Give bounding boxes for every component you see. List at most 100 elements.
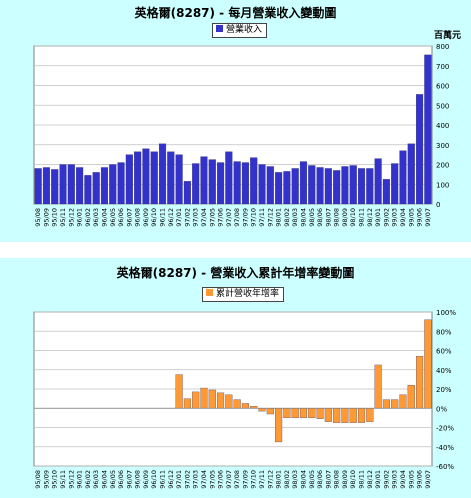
x-tick-label: 97/03 [192, 470, 200, 489]
y-tick-label: 700 [436, 63, 449, 71]
bar [200, 156, 208, 205]
bar [374, 364, 382, 409]
y-tick-label: 600 [436, 83, 449, 91]
bar [283, 408, 291, 419]
x-tick-label: 98/05 [308, 208, 316, 227]
x-tick-label: 97/11 [258, 470, 266, 489]
x-tick-label: 97/10 [250, 208, 258, 227]
bar [391, 163, 399, 205]
y-tick-label: 400 [436, 122, 449, 130]
bar [291, 408, 299, 419]
x-tick-label: 96/08 [134, 470, 142, 489]
bar [341, 408, 349, 423]
bar [241, 403, 249, 409]
x-tick-label: 98/01 [275, 208, 283, 227]
bar [183, 181, 191, 205]
x-tick-label: 97/06 [217, 208, 225, 227]
y-tick-label: 200 [436, 162, 449, 170]
x-tick-label: 99/03 [391, 208, 399, 227]
unit-label: 百萬元 [434, 31, 462, 41]
x-tick-label: 96/05 [109, 470, 117, 489]
x-tick-label: 95/10 [51, 208, 59, 227]
x-tick-label: 97/12 [266, 470, 274, 489]
bar [225, 394, 233, 409]
bar [341, 166, 349, 205]
x-tick-label: 99/03 [391, 470, 399, 489]
x-tick-label: 97/01 [175, 470, 183, 489]
y-tick-label: -60% [436, 463, 454, 471]
x-tick-label: 97/05 [208, 470, 216, 489]
bar [424, 319, 432, 409]
y-tick-label: 20% [436, 386, 452, 394]
chart-title: 英格爾(8287) - 每月營業收入變動圖 [134, 6, 337, 20]
growth-bar-chart: -60% -40% -20% 0% 20% 40% 60% 80% 100% 95/08 95/09… [33, 309, 456, 489]
bar [233, 399, 241, 409]
bar [399, 150, 407, 205]
x-tick-label: 98/01 [275, 470, 283, 489]
legend-label: 累計營收年增率 [216, 289, 280, 299]
x-tick-label: 99/01 [374, 470, 382, 489]
bar [291, 168, 299, 205]
x-tick-label: 97/01 [175, 208, 183, 227]
x-tick-label: 96/06 [117, 470, 125, 489]
growth-chart-panel: 英格爾(8287) - 營業收入累計年增率變動圖 累計營收年增率 -60% -40… [0, 258, 471, 498]
bar [266, 408, 274, 415]
x-tick-label: 96/05 [109, 208, 117, 227]
bar [333, 408, 341, 423]
bar [366, 408, 374, 422]
bar [109, 164, 117, 205]
bar [266, 166, 274, 205]
bar [416, 94, 424, 205]
bar [407, 385, 415, 409]
x-tick-label: 99/04 [399, 470, 407, 489]
bar [424, 54, 432, 205]
legend: 營業收入 [212, 23, 268, 38]
x-tick-label: 95/09 [42, 208, 50, 227]
x-tick-label: 97/05 [208, 208, 216, 227]
bar [250, 157, 258, 205]
x-tick-label: 97/08 [233, 470, 241, 489]
bar [142, 148, 150, 205]
bar [175, 374, 183, 409]
bar [308, 165, 316, 205]
y-tick-label: 60% [436, 348, 452, 356]
bar [34, 168, 42, 205]
x-tick-label: 96/07 [125, 208, 133, 227]
bar [150, 151, 158, 205]
x-tick-label: 97/08 [233, 208, 241, 227]
x-tick-label: 98/03 [291, 470, 299, 489]
bar [42, 167, 50, 205]
x-tick-label: 95/11 [59, 470, 67, 489]
y-tick-label: 100% [436, 309, 456, 317]
x-tick-label: 95/10 [51, 470, 59, 489]
x-tick-label: 95/12 [67, 208, 75, 227]
x-tick-label: 99/05 [407, 208, 415, 227]
x-tick-label: 97/09 [241, 470, 249, 489]
y-tick-label: 100 [436, 181, 449, 189]
bar [374, 158, 382, 205]
x-tick-label: 96/06 [117, 208, 125, 227]
legend: 累計營收年增率 [202, 287, 285, 302]
x-tick-label: 98/05 [308, 470, 316, 489]
revenue-chart-panel: 英格爾(8287) - 每月營業收入變動圖 營業收入 百萬元 0 100 200 30… [0, 0, 471, 242]
x-tick-label: 99/02 [382, 208, 390, 227]
x-tick-label: 98/10 [349, 470, 357, 489]
x-tick-label: 95/11 [59, 208, 67, 227]
x-tick-label: 97/09 [241, 208, 249, 227]
bar [167, 151, 175, 205]
y-tick-label: 800 [436, 43, 449, 51]
x-tick-label: 97/04 [200, 208, 208, 227]
y-tick-label: 500 [436, 102, 449, 110]
revenue-bar-chart: 0 100 200 300 400 500 600 700 800 95/08 95/09 95/10… [33, 43, 449, 227]
x-tick-label: 97/04 [200, 470, 208, 489]
x-tick-label: 96/07 [125, 470, 133, 489]
x-tick-label: 99/07 [424, 208, 432, 227]
x-tick-label: 98/06 [316, 470, 324, 489]
x-tick-label: 98/07 [324, 470, 332, 489]
x-tick-label: 97/07 [225, 470, 233, 489]
bar [316, 167, 324, 205]
x-tick-label: 96/09 [142, 208, 150, 227]
x-tick-label: 97/02 [183, 470, 191, 489]
x-tick-label: 98/10 [349, 208, 357, 227]
bar [67, 164, 75, 205]
